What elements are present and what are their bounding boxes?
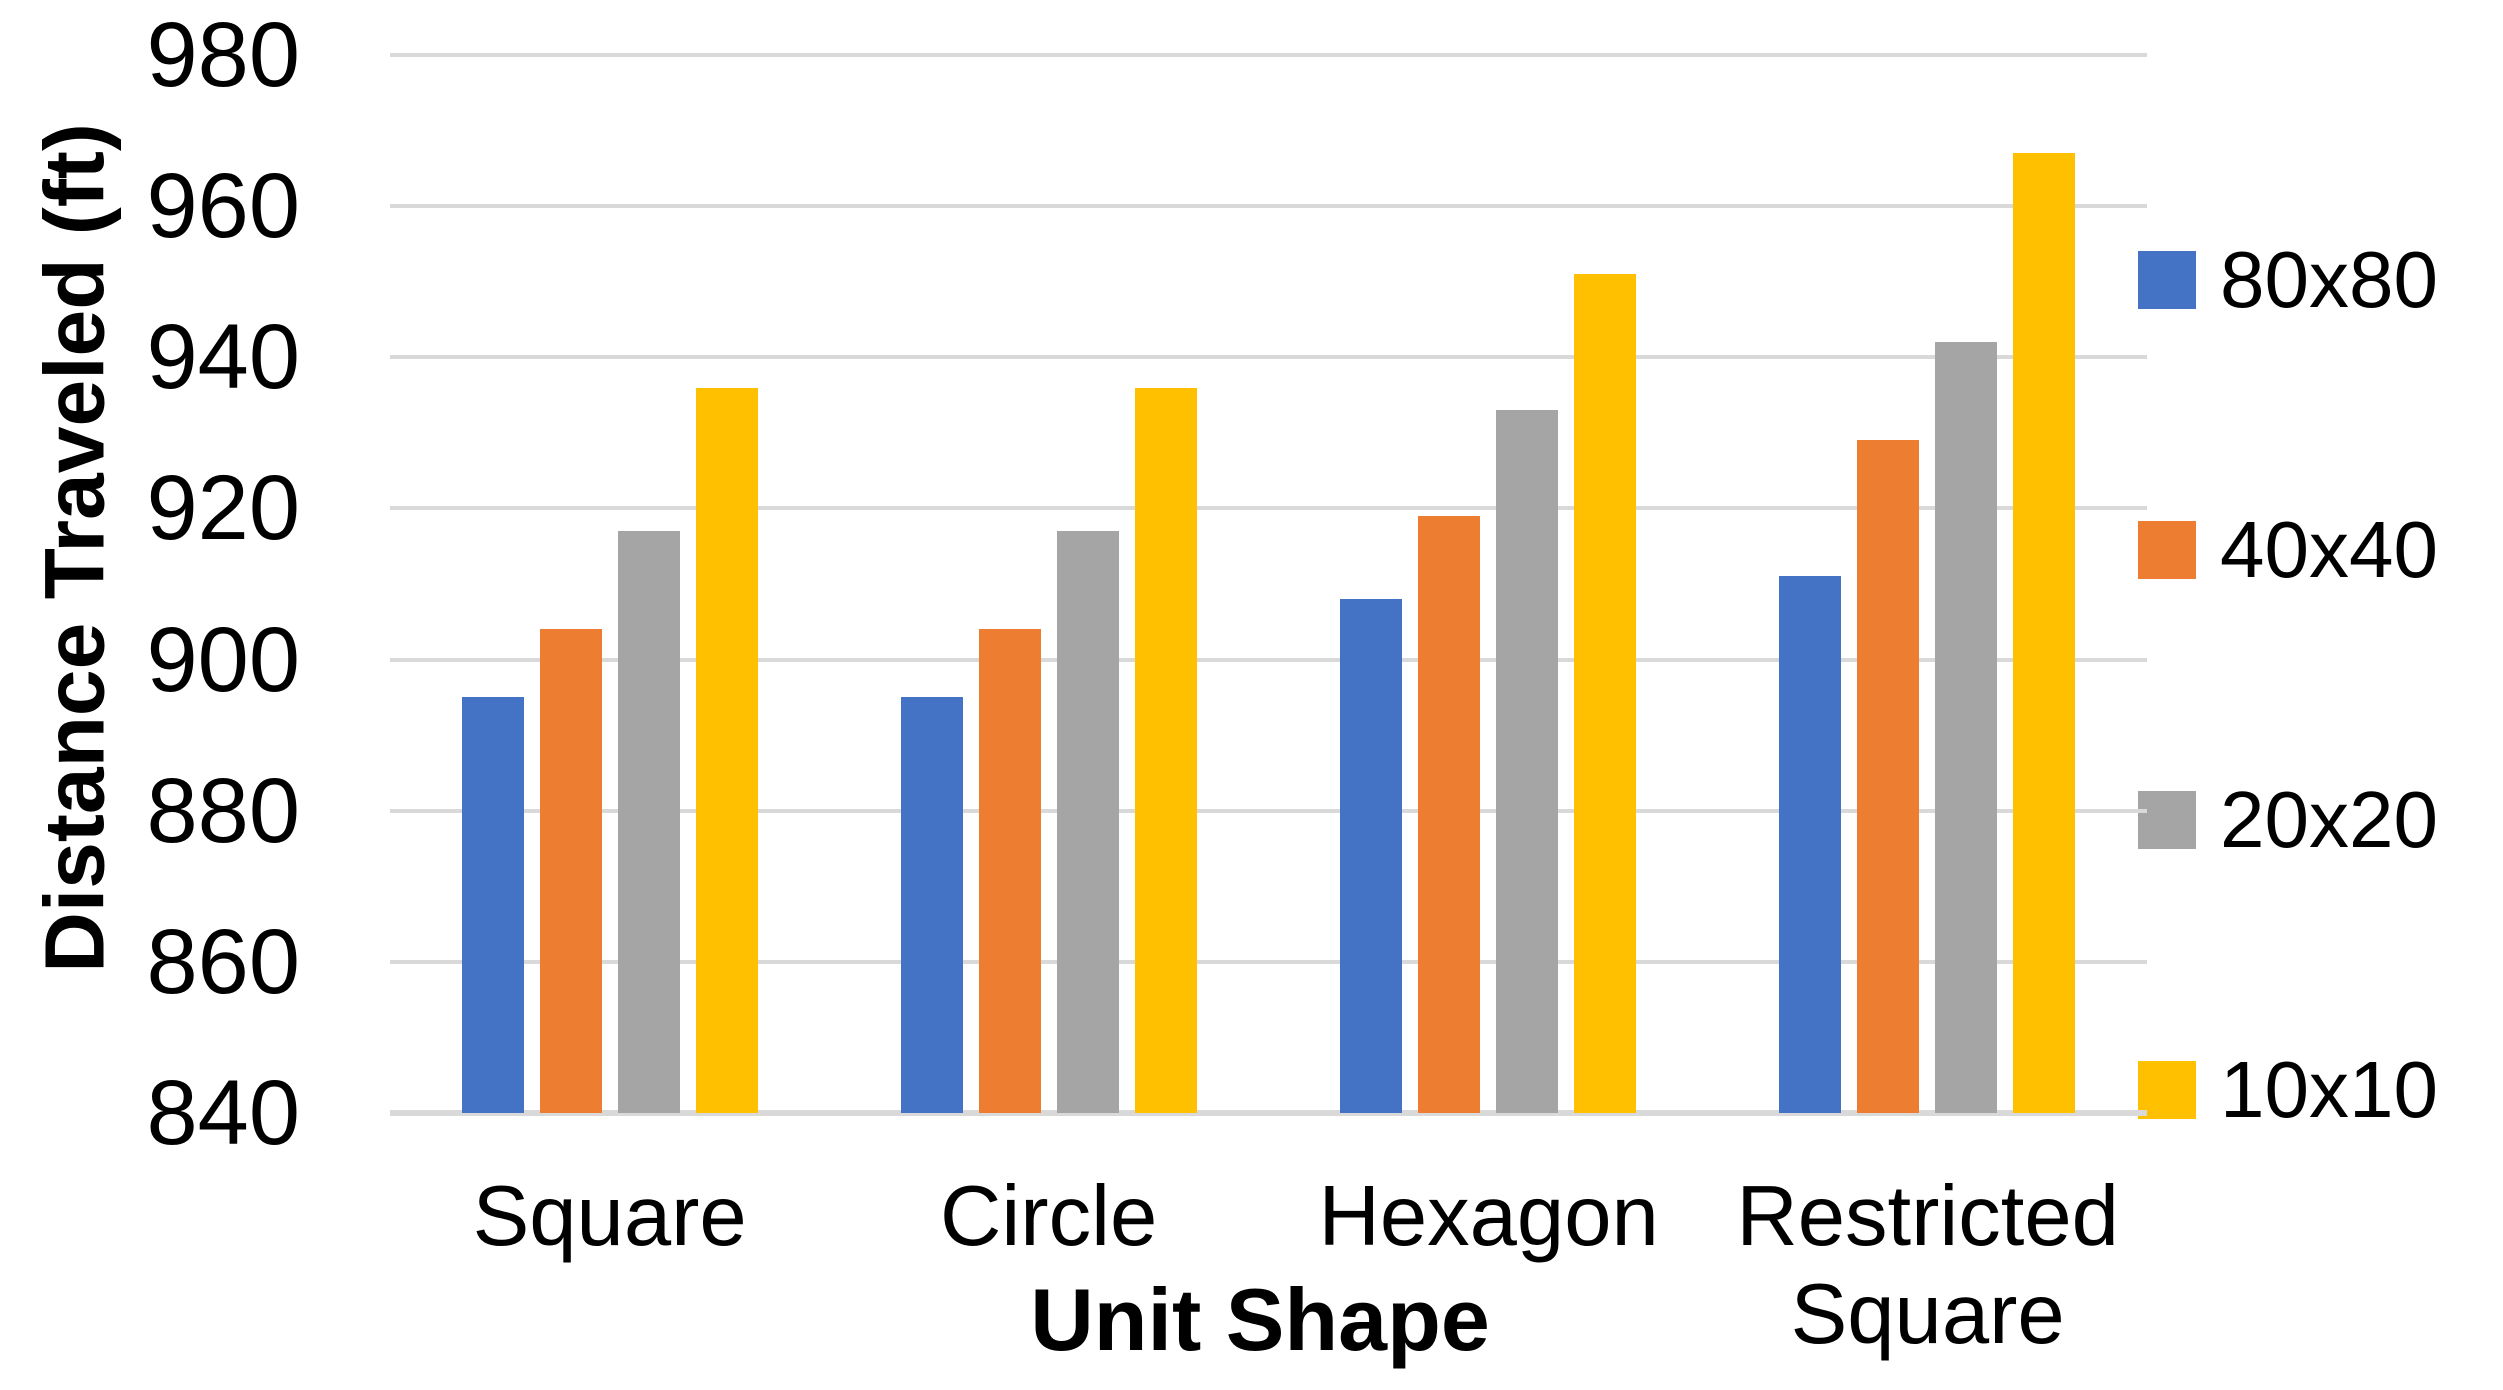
- bar-80x80-hexagon: [1340, 599, 1402, 1113]
- gridline-900: [390, 657, 2147, 662]
- y-tick-label-860: 860: [146, 910, 301, 1013]
- bar-10x10-circle: [1135, 387, 1197, 1113]
- legend-item-80x80: 80x80: [2138, 235, 2438, 325]
- bar-10x10-square: [696, 387, 758, 1113]
- legend-swatch-40x40: [2138, 521, 2196, 579]
- gridline-960: [390, 204, 2147, 209]
- y-tick-label-960: 960: [146, 155, 301, 258]
- y-tick-label-900: 900: [146, 608, 301, 711]
- legend-swatch-20x20: [2138, 791, 2196, 849]
- legend-swatch-10x10: [2138, 1061, 2196, 1119]
- bar-40x40-hexagon: [1418, 515, 1480, 1113]
- bar-10x10-hexagon: [1574, 274, 1636, 1113]
- legend-label-10x10: 10x10: [2220, 1045, 2438, 1134]
- bar-40x40-restricted-square: [1857, 440, 1919, 1113]
- legend-swatch-80x80: [2138, 251, 2196, 309]
- x-axis-title: Unit Shape: [1030, 1270, 1490, 1369]
- y-tick-label-880: 880: [146, 759, 301, 862]
- x-axis-line: [390, 1110, 2147, 1116]
- x-category-label-square: Square: [472, 1169, 747, 1264]
- gridline-860: [390, 959, 2147, 964]
- legend-label-20x20: 20x20: [2220, 775, 2438, 864]
- gridline-880: [390, 808, 2147, 813]
- legend-item-20x20: 20x20: [2138, 775, 2438, 865]
- bar-80x80-circle: [901, 697, 963, 1113]
- gridline-940: [390, 355, 2147, 360]
- y-tick-label-920: 920: [146, 457, 301, 560]
- legend-item-40x40: 40x40: [2138, 505, 2438, 595]
- bar-80x80-square: [462, 697, 524, 1113]
- x-category-label-restricted-square: Restricted Square: [1736, 1169, 2119, 1362]
- legend-label-80x80: 80x80: [2220, 235, 2438, 324]
- bar-20x20-restricted-square: [1935, 342, 1997, 1113]
- bar-20x20-square: [618, 531, 680, 1113]
- bar-40x40-square: [540, 629, 602, 1113]
- bar-20x20-hexagon: [1496, 410, 1558, 1113]
- gridline-980: [390, 53, 2147, 57]
- y-tick-label-840: 840: [146, 1062, 301, 1164]
- bar-20x20-circle: [1057, 531, 1119, 1113]
- x-category-label-hexagon: Hexagon: [1318, 1169, 1659, 1264]
- bar-80x80-restricted-square: [1779, 576, 1841, 1113]
- bar-40x40-circle: [979, 629, 1041, 1113]
- y-tick-label-940: 940: [146, 306, 301, 409]
- x-category-label-circle: Circle: [940, 1169, 1158, 1264]
- bar-10x10-restricted-square: [2013, 153, 2075, 1113]
- gridline-920: [390, 506, 2147, 511]
- legend-label-40x40: 40x40: [2220, 505, 2438, 594]
- legend-item-10x10: 10x10: [2138, 1045, 2438, 1135]
- y-tick-label-980: 980: [146, 4, 301, 106]
